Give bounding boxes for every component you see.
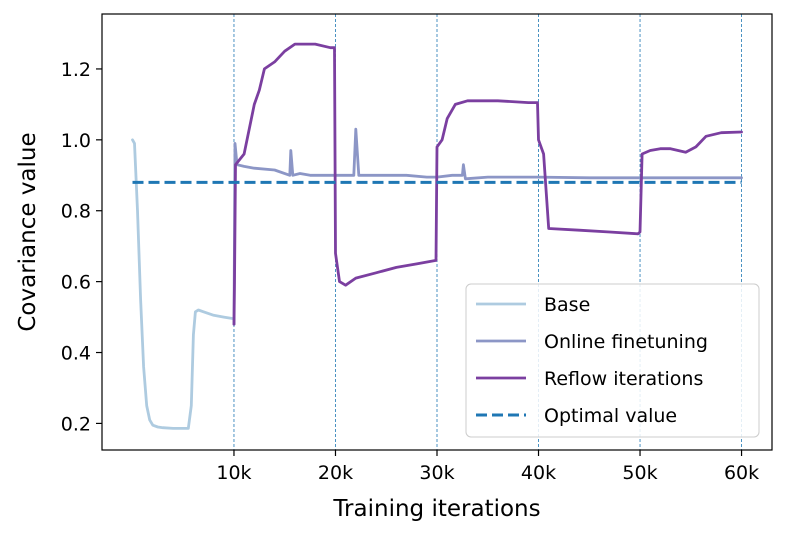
y-axis-label: Covariance value — [15, 132, 41, 331]
legend-label: Online finetuning — [544, 331, 708, 353]
legend-label: Reflow iterations — [544, 368, 703, 390]
y-tick-label: 1.2 — [61, 59, 91, 81]
legend-box — [465, 283, 760, 438]
series-line-base — [131, 138, 236, 430]
y-tick-label: 0.6 — [61, 272, 91, 294]
x-tick-label: 10k — [216, 462, 251, 484]
legend-label: Base — [544, 294, 590, 316]
y-tick-label: 0.4 — [61, 343, 91, 365]
legend: Base Online finetuning Reflow iterations Op… — [465, 283, 760, 438]
x-tick-label: 30k — [419, 462, 454, 484]
series-line-reflow-iterations — [232, 42, 743, 326]
series-layer — [131, 42, 743, 430]
x-axis-label: Training iterations — [332, 496, 540, 522]
x-tick-label: 50k — [622, 462, 657, 484]
series-line-online-finetuning — [232, 127, 743, 326]
y-tick-label: 0.8 — [61, 201, 91, 223]
legend-label: Optimal value — [544, 405, 677, 427]
x-tick-label: 60k — [724, 462, 759, 484]
ticks-layer: 10k 20k 30k 40k 50k 60k 0.2 0.4 0.6 0.8 1.0 1.2 — [61, 59, 759, 484]
x-tick-label: 20k — [318, 462, 353, 484]
y-tick-label: 0.2 — [61, 413, 91, 435]
x-tick-label: 40k — [521, 462, 556, 484]
y-tick-label: 1.0 — [61, 130, 91, 152]
